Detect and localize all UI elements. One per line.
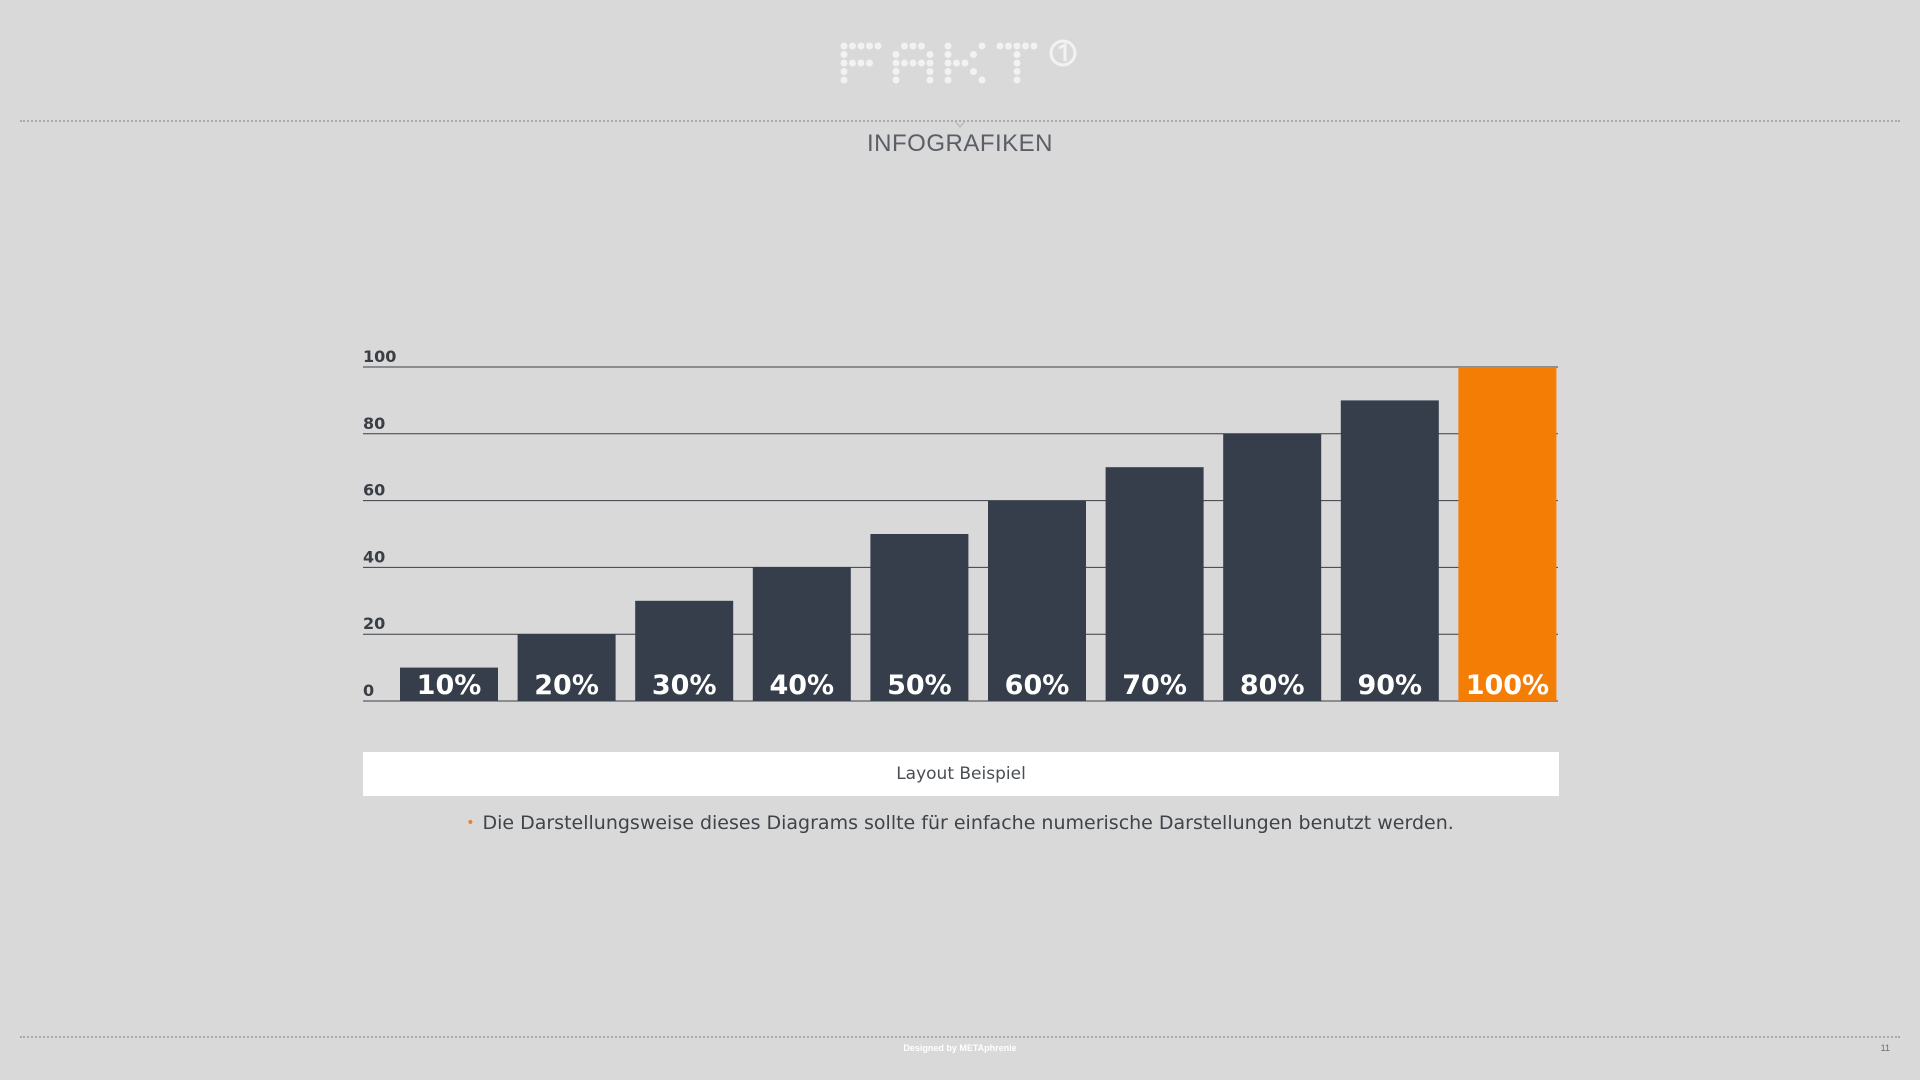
bar <box>1340 400 1439 701</box>
bar <box>400 667 498 701</box>
bar-value-label: 30% <box>652 670 717 701</box>
bar <box>752 567 851 701</box>
bar-value-label: 50% <box>887 670 952 701</box>
page-number: 11 <box>1880 1043 1890 1053</box>
bar <box>988 500 1086 701</box>
bar <box>1458 367 1557 701</box>
bar-value-label: 100% <box>1466 670 1549 701</box>
bar-chart: 0 20 40 60 80 100 10% 20% 30% 40% 50% 60% 70% 80% 90% 1… <box>363 347 1558 702</box>
section-title: INFOGRAFIKEN <box>866 130 1053 157</box>
bar-value-label: 60% <box>1005 670 1070 701</box>
footer-divider <box>20 1036 1900 1038</box>
footer-credit: Designed by METAphrenie <box>903 1043 1017 1053</box>
bar <box>870 534 969 701</box>
y-tick-label: 80 <box>363 414 385 433</box>
bullet-icon: • <box>466 815 475 831</box>
bar-value-label: 70% <box>1122 670 1187 701</box>
y-tick-label: 20 <box>363 614 385 633</box>
bar-value-label: 80% <box>1240 670 1305 701</box>
y-tick-label: 40 <box>363 547 385 566</box>
bar <box>1223 433 1322 701</box>
bar-value-label: 40% <box>769 670 834 701</box>
chart-note: • Die Darstellungsweise dieses Diagrams s… <box>0 812 1920 834</box>
bar <box>517 634 616 701</box>
y-tick-label: 0 <box>363 681 374 700</box>
divider-notch-icon <box>954 121 966 128</box>
y-tick-label: 100 <box>363 347 396 366</box>
fakt-logo <box>840 39 1077 84</box>
header-divider <box>20 120 1900 122</box>
bar-value-label: 10% <box>417 670 482 701</box>
bar <box>635 600 734 701</box>
das-erste-icon <box>1049 39 1077 67</box>
bar <box>1105 467 1204 701</box>
bar-value-label: 20% <box>534 670 599 701</box>
bar-value-label: 90% <box>1357 670 1422 701</box>
chart-caption: Layout Beispiel <box>363 752 1559 796</box>
y-tick-label: 60 <box>363 481 385 500</box>
chart-note-text: Die Darstellungsweise dieses Diagrams so… <box>482 812 1454 834</box>
